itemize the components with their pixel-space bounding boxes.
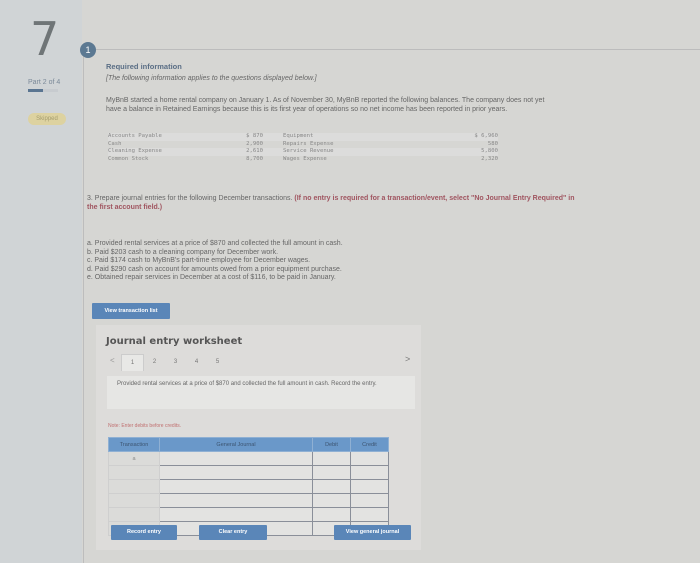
transaction-item: c. Paid $174 cash to MyBnB's part-time e…: [87, 257, 311, 265]
account-name: Repairs Expense: [283, 140, 334, 147]
debit-input[interactable]: [312, 507, 351, 522]
account-input[interactable]: [159, 479, 313, 494]
record-entry-button[interactable]: Record entry: [111, 525, 177, 540]
account-value: 2,610: [246, 148, 263, 154]
account-name: Equipment: [283, 133, 314, 139]
transaction-cell: [108, 507, 160, 522]
table-row: [108, 493, 389, 508]
account-value: 5,800: [481, 148, 498, 154]
account-value: $ 870: [246, 133, 263, 139]
col-transaction: Transaction: [108, 437, 160, 452]
account-value: 580: [487, 140, 498, 147]
account-name: Accounts Payable: [108, 133, 162, 139]
col-credit: Credit: [350, 437, 389, 452]
account-value: 2,320: [481, 155, 498, 162]
account-name: Service Revenue: [283, 148, 334, 154]
chevron-left-icon[interactable]: <: [110, 356, 115, 365]
table-header: Transaction General Journal Debit Credit: [108, 437, 389, 452]
credit-input[interactable]: [350, 479, 389, 494]
tab-1[interactable]: 1: [121, 354, 144, 371]
credit-input[interactable]: [350, 493, 389, 508]
question-number: 7: [30, 12, 60, 66]
balance-row: Cash 2,900 Repairs Expense 580: [108, 141, 498, 149]
status-badge: Skipped: [28, 113, 66, 125]
divider: [96, 49, 700, 50]
table-row: a: [108, 451, 389, 466]
view-general-journal-button[interactable]: View general journal: [334, 525, 411, 540]
transaction-item: d. Paid $290 cash on account for amounts…: [87, 265, 342, 273]
account-name: Cash: [108, 140, 122, 147]
worksheet-title: Journal entry worksheet: [106, 336, 243, 347]
note-text: Note: Enter debits before credits.: [108, 423, 182, 429]
balances-table: Accounts Payable $ 870 Equipment $ 6,960 Ca…: [108, 133, 498, 163]
account-name: Common Stock: [108, 155, 149, 162]
transaction-item: b. Paid $203 cash to a cleaning company …: [87, 248, 279, 256]
divider: [83, 55, 84, 563]
transaction-item: a. Provided rental services at a price o…: [87, 240, 343, 247]
transaction-list: a. Provided rental services at a price o…: [87, 240, 343, 283]
chevron-right-icon[interactable]: >: [405, 354, 411, 364]
balance-row: Accounts Payable $ 870 Equipment $ 6,960: [108, 133, 498, 141]
transaction-cell: a: [108, 451, 160, 466]
question-text: 3. Prepare journal entries for the follo…: [87, 194, 582, 212]
balance-row: Common Stock 8,700 Wages Expense 2,320: [108, 156, 498, 164]
debit-input[interactable]: [312, 451, 351, 466]
required-info-title: Required information: [106, 62, 182, 71]
col-debit: Debit: [312, 437, 351, 452]
credit-input[interactable]: [350, 465, 389, 480]
part-label: Part 2 of 4: [28, 79, 61, 86]
balance-row: Cleaning Expense 2,610 Service Revenue 5,80…: [108, 148, 498, 156]
account-input[interactable]: [159, 493, 313, 508]
account-value: 8,700: [246, 155, 263, 162]
transaction-cell: [108, 493, 160, 508]
table-row: [108, 479, 389, 494]
col-general-journal: General Journal: [159, 437, 313, 452]
account-value: 2,900: [246, 140, 263, 147]
applies-note: [The following information applies to th…: [106, 75, 317, 82]
question-emphasis: (If no entry is required for a transacti…: [87, 195, 575, 211]
debit-input[interactable]: [312, 493, 351, 508]
intro-text: MyBnB started a home rental company on J…: [106, 97, 545, 113]
account-name: Wages Expense: [283, 155, 327, 162]
account-input[interactable]: [159, 507, 313, 522]
debit-input[interactable]: [312, 479, 351, 494]
part-progress-bar: [28, 89, 58, 92]
tab-2[interactable]: 2: [152, 359, 157, 365]
tab-4[interactable]: 4: [194, 359, 199, 365]
entry-description: Provided rental services at a price of $…: [107, 376, 415, 409]
step-badge: 1: [80, 42, 96, 58]
tab-5[interactable]: 5: [215, 359, 220, 365]
clear-entry-button[interactable]: Clear entry: [199, 525, 267, 540]
debit-input[interactable]: [312, 465, 351, 480]
question-main: 3. Prepare journal entries for the follo…: [87, 195, 293, 202]
transaction-item: e. Obtained repair services in December …: [87, 274, 336, 282]
account-input[interactable]: [159, 465, 313, 480]
transaction-cell: [108, 479, 160, 494]
sidebar: [0, 0, 82, 563]
view-transaction-list-button[interactable]: View transaction list: [92, 303, 170, 319]
credit-input[interactable]: [350, 451, 389, 466]
tab-3[interactable]: 3: [173, 359, 178, 365]
account-value: $ 6,960: [474, 133, 498, 139]
table-row: [108, 507, 389, 522]
account-input[interactable]: [159, 451, 313, 466]
table-row: [108, 465, 389, 480]
credit-input[interactable]: [350, 507, 389, 522]
journal-table: Transaction General Journal Debit Credit…: [108, 437, 389, 536]
account-name: Cleaning Expense: [108, 148, 162, 154]
worksheet-tabs: 1 2 3 4 5: [107, 354, 228, 371]
transaction-cell: [108, 465, 160, 480]
